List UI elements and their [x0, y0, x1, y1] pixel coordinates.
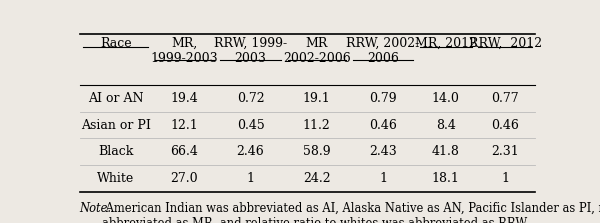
Text: 0.46: 0.46 [369, 119, 397, 132]
Text: 41.8: 41.8 [432, 145, 460, 158]
Text: Black: Black [98, 145, 133, 158]
Text: RRW, 1999-
2003: RRW, 1999- 2003 [214, 37, 287, 65]
Text: 0.46: 0.46 [491, 119, 519, 132]
Text: MR, 2012: MR, 2012 [415, 37, 477, 50]
Text: 0.79: 0.79 [369, 92, 397, 105]
Text: Asian or PI: Asian or PI [81, 119, 151, 132]
Text: MR,
1999-2003: MR, 1999-2003 [151, 37, 218, 65]
Text: 12.1: 12.1 [170, 119, 198, 132]
Text: 19.1: 19.1 [303, 92, 331, 105]
Text: 27.0: 27.0 [170, 172, 198, 185]
Text: 8.4: 8.4 [436, 119, 456, 132]
Text: 11.2: 11.2 [303, 119, 331, 132]
Text: RRW,  2012: RRW, 2012 [469, 37, 542, 50]
Text: 18.1: 18.1 [432, 172, 460, 185]
Text: 0.77: 0.77 [491, 92, 519, 105]
Text: American Indian was abbreviated as AI, Alaska Native as AN, Pacific Islander as : American Indian was abbreviated as AI, A… [102, 202, 600, 223]
Text: 0.72: 0.72 [237, 92, 265, 105]
Text: 2.31: 2.31 [491, 145, 519, 158]
Text: 19.4: 19.4 [170, 92, 198, 105]
Text: AI or AN: AI or AN [88, 92, 143, 105]
Text: 1: 1 [501, 172, 509, 185]
Text: Race: Race [100, 37, 131, 50]
Text: 2.46: 2.46 [236, 145, 265, 158]
Text: 66.4: 66.4 [170, 145, 198, 158]
Text: Note.: Note. [80, 202, 112, 215]
Text: 24.2: 24.2 [303, 172, 331, 185]
Text: RRW, 2002-
2006: RRW, 2002- 2006 [346, 37, 419, 65]
Text: White: White [97, 172, 134, 185]
Text: 0.45: 0.45 [236, 119, 265, 132]
Text: 14.0: 14.0 [432, 92, 460, 105]
Text: 1: 1 [379, 172, 387, 185]
Text: 1: 1 [247, 172, 254, 185]
Text: 58.9: 58.9 [303, 145, 331, 158]
Text: 2.43: 2.43 [369, 145, 397, 158]
Text: MR
2002-2006: MR 2002-2006 [283, 37, 350, 65]
